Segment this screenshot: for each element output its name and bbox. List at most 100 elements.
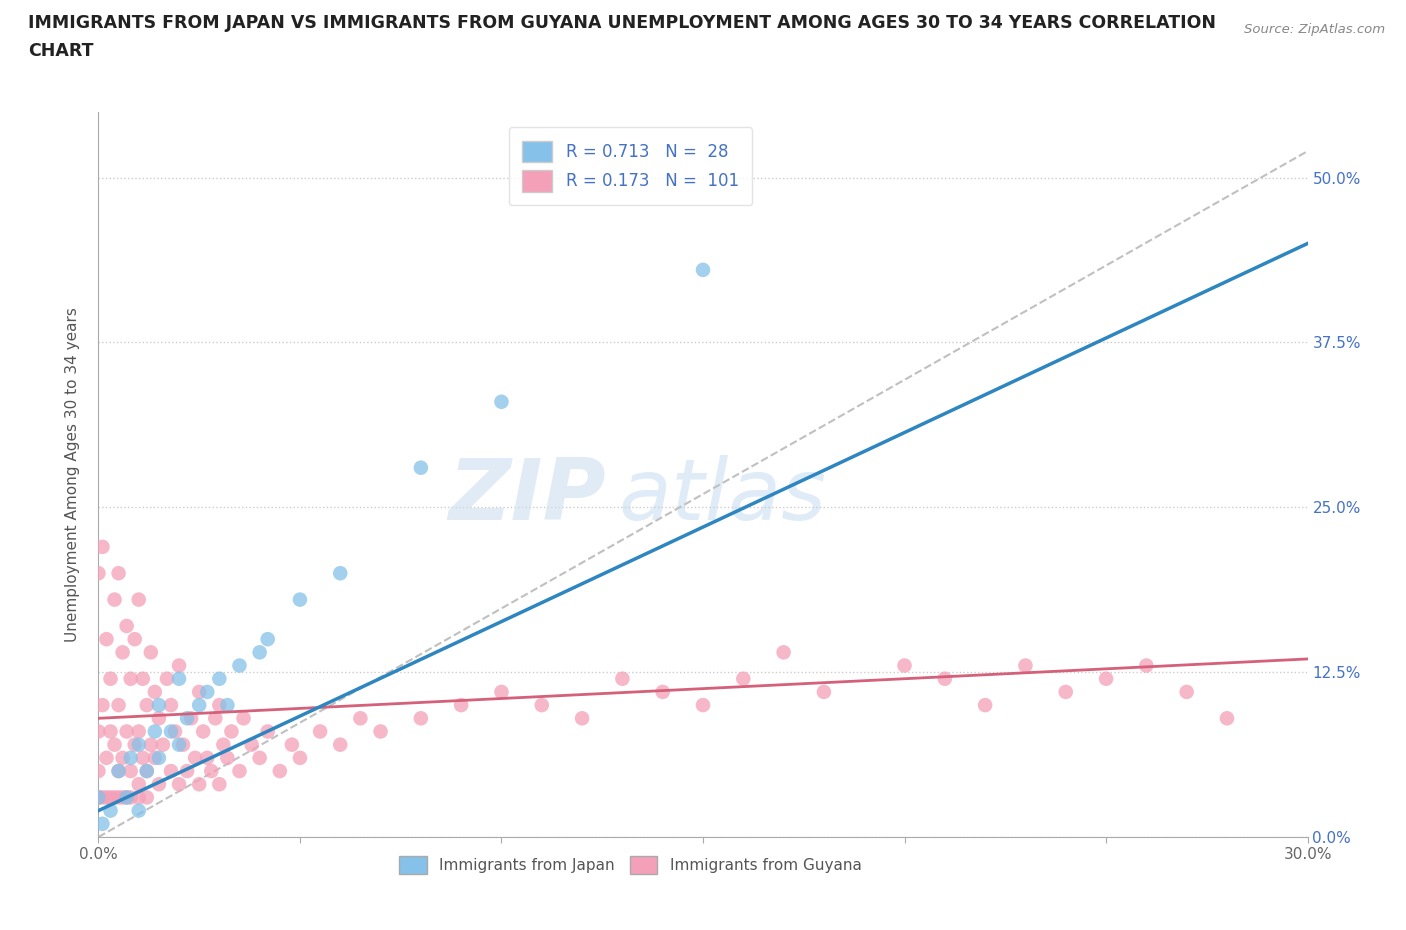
Point: [651, 684, 673, 699]
Point: [530, 698, 553, 712]
Point: [172, 737, 194, 752]
Point: [180, 711, 202, 725]
Point: [733, 671, 755, 686]
Point: [228, 764, 250, 778]
Point: [91, 790, 114, 804]
Point: [1054, 684, 1077, 699]
Point: [1175, 684, 1198, 699]
Point: [217, 698, 239, 712]
Point: [329, 737, 352, 752]
Point: [132, 671, 155, 686]
Point: [100, 724, 122, 739]
Point: [195, 751, 218, 765]
Point: [87, 724, 110, 739]
Point: [96, 751, 118, 765]
Point: [96, 631, 118, 646]
Point: [148, 777, 170, 791]
Point: [148, 698, 170, 712]
Point: [135, 790, 157, 804]
Point: [450, 698, 472, 712]
Point: [184, 751, 207, 765]
Point: [135, 764, 157, 778]
Point: [409, 711, 432, 725]
Point: [204, 711, 226, 725]
Point: [103, 737, 125, 752]
Point: [124, 737, 146, 752]
Point: [152, 737, 174, 752]
Point: [87, 790, 110, 804]
Point: [813, 684, 835, 699]
Point: [288, 592, 311, 607]
Point: [120, 671, 142, 686]
Point: [309, 724, 332, 739]
Point: [256, 724, 278, 739]
Point: [135, 764, 157, 778]
Text: atlas: atlas: [619, 455, 827, 538]
Point: [107, 698, 129, 712]
Point: [107, 565, 129, 580]
Point: [612, 671, 634, 686]
Point: [692, 262, 714, 277]
Point: [87, 565, 110, 580]
Point: [772, 644, 794, 659]
Point: [571, 711, 593, 725]
Point: [167, 737, 190, 752]
Point: [1135, 658, 1157, 673]
Point: [217, 751, 239, 765]
Point: [120, 790, 142, 804]
Point: [132, 751, 155, 765]
Point: [115, 618, 138, 633]
Point: [491, 394, 513, 409]
Point: [176, 764, 198, 778]
Point: [128, 790, 150, 804]
Point: [188, 698, 211, 712]
Point: [120, 764, 142, 778]
Point: [91, 539, 114, 554]
Point: [208, 777, 231, 791]
Point: [208, 698, 231, 712]
Point: [148, 711, 170, 725]
Point: [188, 684, 211, 699]
Point: [163, 724, 186, 739]
Point: [249, 644, 271, 659]
Point: [115, 790, 138, 804]
Point: [1216, 711, 1239, 725]
Point: [409, 460, 432, 475]
Point: [100, 790, 122, 804]
Point: [143, 751, 166, 765]
Point: [91, 817, 114, 831]
Point: [212, 737, 235, 752]
Point: [107, 790, 129, 804]
Point: [100, 671, 122, 686]
Point: [200, 764, 222, 778]
Point: [139, 737, 162, 752]
Point: [87, 764, 110, 778]
Point: [115, 724, 138, 739]
Point: [349, 711, 371, 725]
Point: [128, 804, 150, 818]
Point: [240, 737, 263, 752]
Text: IMMIGRANTS FROM JAPAN VS IMMIGRANTS FROM GUYANA UNEMPLOYMENT AMONG AGES 30 TO 34: IMMIGRANTS FROM JAPAN VS IMMIGRANTS FROM…: [28, 14, 1216, 32]
Text: ZIP: ZIP: [449, 455, 606, 538]
Point: [148, 751, 170, 765]
Text: Source: ZipAtlas.com: Source: ZipAtlas.com: [1244, 23, 1385, 36]
Point: [934, 671, 956, 686]
Point: [87, 790, 110, 804]
Point: [176, 711, 198, 725]
Point: [120, 751, 142, 765]
Point: [893, 658, 915, 673]
Point: [107, 764, 129, 778]
Point: [100, 804, 122, 818]
Point: [491, 684, 513, 699]
Point: [160, 724, 183, 739]
Point: [167, 658, 190, 673]
Point: [195, 684, 218, 699]
Legend: Immigrants from Japan, Immigrants from Guyana: Immigrants from Japan, Immigrants from G…: [394, 850, 868, 880]
Point: [692, 698, 714, 712]
Point: [974, 698, 997, 712]
Point: [143, 724, 166, 739]
Point: [221, 724, 243, 739]
Point: [139, 644, 162, 659]
Point: [249, 751, 271, 765]
Point: [111, 751, 134, 765]
